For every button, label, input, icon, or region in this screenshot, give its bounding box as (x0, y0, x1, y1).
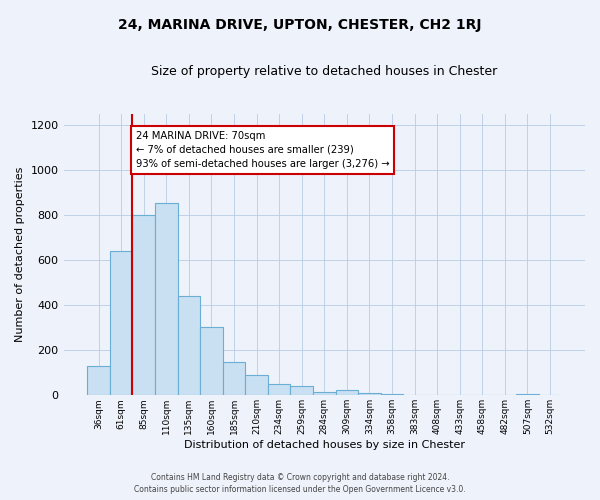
Text: 24 MARINA DRIVE: 70sqm
← 7% of detached houses are smaller (239)
93% of semi-det: 24 MARINA DRIVE: 70sqm ← 7% of detached … (136, 131, 389, 169)
Bar (335, 390, 358, 396)
Bar (110, 251, 133, 396)
Bar (200, 326, 223, 396)
X-axis label: Distribution of detached houses by size in Chester: Distribution of detached houses by size … (184, 440, 465, 450)
Bar (516, 394, 539, 396)
Bar (381, 394, 403, 396)
Bar (358, 393, 381, 396)
Bar (268, 384, 290, 396)
Text: Contains HM Land Registry data © Crown copyright and database right 2024.
Contai: Contains HM Land Registry data © Crown c… (134, 472, 466, 494)
Bar (178, 296, 200, 396)
Bar (245, 375, 268, 396)
Bar (223, 362, 245, 396)
Text: 24, MARINA DRIVE, UPTON, CHESTER, CH2 1RJ: 24, MARINA DRIVE, UPTON, CHESTER, CH2 1R… (118, 18, 482, 32)
Y-axis label: Number of detached properties: Number of detached properties (15, 167, 25, 342)
Bar (155, 203, 178, 396)
Bar (290, 386, 313, 396)
Bar (313, 392, 335, 396)
Bar (133, 215, 155, 396)
Bar (87, 366, 110, 396)
Title: Size of property relative to detached houses in Chester: Size of property relative to detached ho… (151, 65, 497, 78)
